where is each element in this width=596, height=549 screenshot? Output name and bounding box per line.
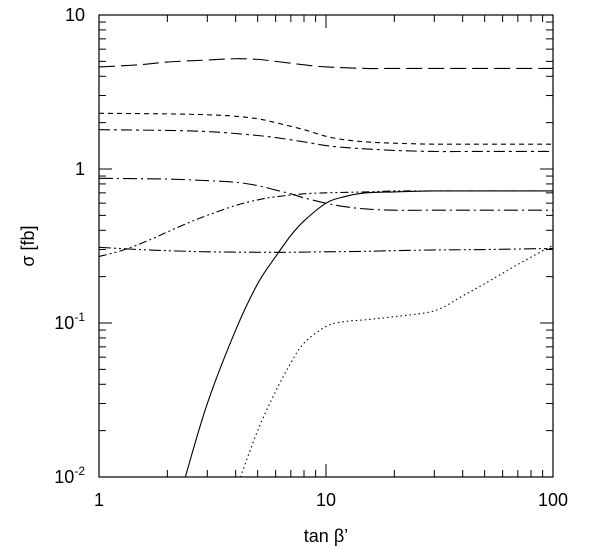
x-tick-label: 1 bbox=[94, 490, 104, 510]
y-tick-exponent: -1 bbox=[74, 310, 85, 324]
x-tick-label: 100 bbox=[538, 490, 568, 510]
y-tick-label: 1 bbox=[75, 159, 85, 179]
y-tick-exponent: -2 bbox=[74, 464, 85, 478]
y-tick-base: 10 bbox=[54, 313, 74, 333]
x-axis-label: tan β’ bbox=[304, 526, 348, 546]
y-tick-base: 10 bbox=[54, 467, 74, 487]
y-tick-label: 10-2 bbox=[54, 464, 85, 487]
series-group bbox=[98, 58, 554, 478]
y-tick-base: 1 bbox=[75, 159, 85, 179]
y-tick-label: 10-1 bbox=[54, 310, 85, 333]
y-tick-label: 10 bbox=[65, 5, 85, 25]
series-line-short-dash bbox=[98, 112, 553, 145]
series-line-solid bbox=[184, 190, 553, 478]
series-line-dotted bbox=[239, 244, 554, 478]
x-tick-label: 10 bbox=[316, 490, 336, 510]
series-line-medium-dash bbox=[98, 129, 553, 153]
plot-frame bbox=[98, 14, 554, 478]
axis-ticks bbox=[98, 14, 554, 478]
y-tick-base: 10 bbox=[65, 5, 85, 25]
series-line-dash-dot bbox=[98, 177, 553, 211]
series-line-dash-dot-dot-rising bbox=[98, 190, 553, 258]
series-line-dash-dot-dot-flat bbox=[98, 246, 554, 253]
series-line-long-dash bbox=[98, 58, 553, 70]
y-axis-label: σ [fb] bbox=[18, 225, 38, 266]
